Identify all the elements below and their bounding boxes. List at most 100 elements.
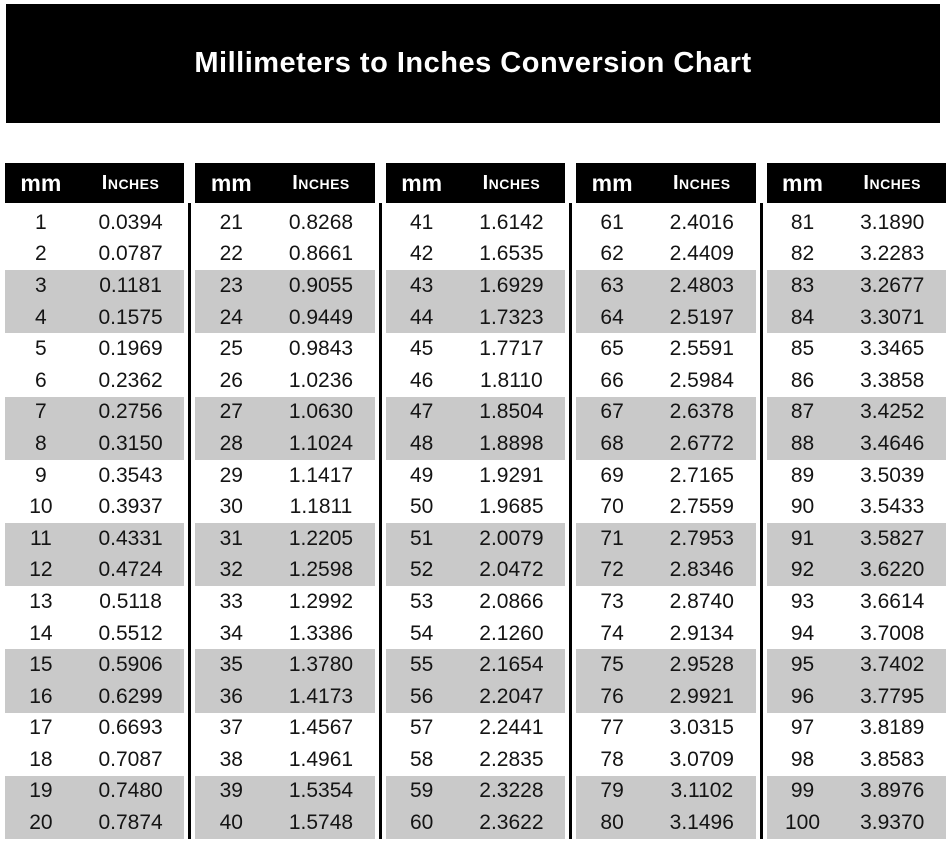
inches-value: 1.1417 [288, 463, 354, 487]
inches-value: 1.1811 [289, 495, 353, 519]
table-row: 58 2.2835 [386, 744, 565, 776]
mm-value: 45 [410, 337, 434, 361]
inches-value: 0.6693 [98, 716, 163, 740]
mm-value: 66 [600, 368, 624, 392]
mm-value: 50 [410, 495, 434, 519]
mm-value: 28 [219, 431, 243, 455]
inches-value: 1.7323 [479, 305, 544, 329]
table-row: 33 1.2992 [195, 586, 374, 618]
table-row: 69 2.7165 [576, 460, 755, 492]
column-divider [378, 203, 382, 839]
inches-value: 2.9528 [669, 653, 734, 677]
inches-value: 3.8976 [860, 779, 925, 803]
table-row: 44 1.7323 [385, 301, 566, 334]
mm-value: 38 [219, 747, 243, 771]
mm-value: 96 [790, 684, 815, 708]
inches-value: 3.3071 [860, 305, 925, 329]
inches-value: 1.5748 [288, 811, 354, 835]
mm-value: 51 [410, 526, 434, 550]
inches-value: 0.3150 [98, 431, 163, 455]
inches-value: 3.2677 [860, 273, 925, 297]
mm-value: 91 [790, 526, 815, 550]
inches-value: 3.9370 [860, 811, 925, 835]
table-row: 26 1.0236 [195, 365, 374, 397]
table-row: 74 2.9134 [576, 618, 755, 650]
table-row: 15 0.5906 [5, 649, 185, 681]
table-row: 55 2.1654 [385, 649, 566, 681]
table-row: 78 3.0709 [576, 744, 755, 776]
inches-value: 0.0394 [98, 210, 163, 234]
mm-value: 94 [790, 621, 815, 645]
inches-value: 0.9843 [288, 337, 354, 361]
table-row: 90 3.5433 [767, 491, 946, 523]
inches-value: 2.9134 [669, 621, 734, 645]
inches-value: 1.3780 [288, 653, 354, 677]
mm-value: 49 [410, 463, 434, 487]
table-row: 25 0.9843 [195, 333, 374, 365]
inches-value: 3.1890 [860, 210, 925, 234]
mm-value: 46 [410, 368, 434, 392]
inches-value: 2.7559 [669, 495, 734, 519]
inches-value: 1.1024 [288, 431, 354, 455]
mm-value: 57 [410, 716, 434, 740]
mm-value: 20 [29, 811, 53, 835]
table-row: 95 3.7402 [766, 649, 946, 681]
column-divider [188, 203, 192, 839]
table-row: 99 3.8976 [766, 775, 946, 808]
inches-value: 1.5354 [288, 779, 354, 803]
table-row: 80 3.1496 [576, 807, 756, 839]
inches-value: 3.1496 [669, 811, 734, 835]
table-row: 75 2.9528 [576, 649, 756, 681]
inches-value: 3.2283 [860, 242, 925, 266]
inches-value: 0.5906 [98, 653, 163, 677]
table-row: 39 1.5354 [195, 775, 375, 808]
inches-value: 3.7402 [860, 653, 925, 677]
mm-value: 23 [219, 273, 243, 297]
inches-value: 1.8504 [479, 400, 544, 424]
table-row: 94 3.7008 [767, 618, 946, 650]
mm-value: 55 [410, 653, 434, 677]
mm-value: 35 [219, 653, 243, 677]
column-header-mm: mm [401, 169, 443, 196]
table-row: 71 2.7953 [576, 522, 756, 555]
table-row: 52 2.0472 [385, 554, 566, 587]
mm-value: 48 [410, 431, 434, 455]
inches-value: 3.0709 [669, 747, 734, 771]
mm-value: 16 [29, 684, 53, 708]
mm-value: 87 [790, 400, 815, 424]
table-row: 30 1.1811 [195, 491, 374, 523]
mm-value: 47 [410, 400, 434, 424]
inches-value: 2.7165 [669, 463, 734, 487]
table-row: 41 1.6142 [386, 207, 565, 239]
mm-value: 97 [790, 716, 815, 740]
table-row: 79 3.1102 [576, 775, 756, 808]
inches-value: 1.6929 [479, 273, 544, 297]
mm-value: 44 [410, 305, 434, 329]
table-row: 82 3.2283 [767, 239, 946, 271]
inches-value: 0.7480 [98, 779, 163, 803]
inches-value: 2.7953 [669, 526, 734, 550]
inches-value: 1.2205 [288, 526, 354, 550]
table-row: 62 2.4409 [576, 239, 755, 271]
inches-value: 2.0079 [479, 526, 544, 550]
inches-value: 1.9685 [479, 495, 544, 519]
inches-value: 0.4724 [98, 558, 163, 582]
title-banner: Millimeters to Inches Conversion Chart [6, 4, 940, 123]
table-row: 51 2.0079 [385, 522, 566, 555]
table-row: 9 0.3543 [5, 460, 184, 492]
inches-value: 2.4803 [669, 273, 734, 297]
mm-value: 54 [410, 621, 434, 645]
inches-value: 3.3465 [860, 337, 925, 361]
mm-value: 61 [600, 210, 624, 234]
table-row: 81 3.1890 [767, 207, 946, 239]
mm-value: 74 [600, 621, 624, 645]
mm-value: 6 [35, 368, 47, 392]
table-row: 27 1.0630 [195, 396, 375, 429]
table-row: 66 2.5984 [576, 365, 755, 397]
mm-value: 69 [600, 463, 624, 487]
inches-value: 3.7008 [860, 621, 925, 645]
inches-value: 3.0315 [669, 716, 734, 740]
mm-value: 82 [790, 242, 815, 266]
mm-value: 5 [35, 337, 47, 361]
table-row: 72 2.8346 [576, 554, 756, 587]
